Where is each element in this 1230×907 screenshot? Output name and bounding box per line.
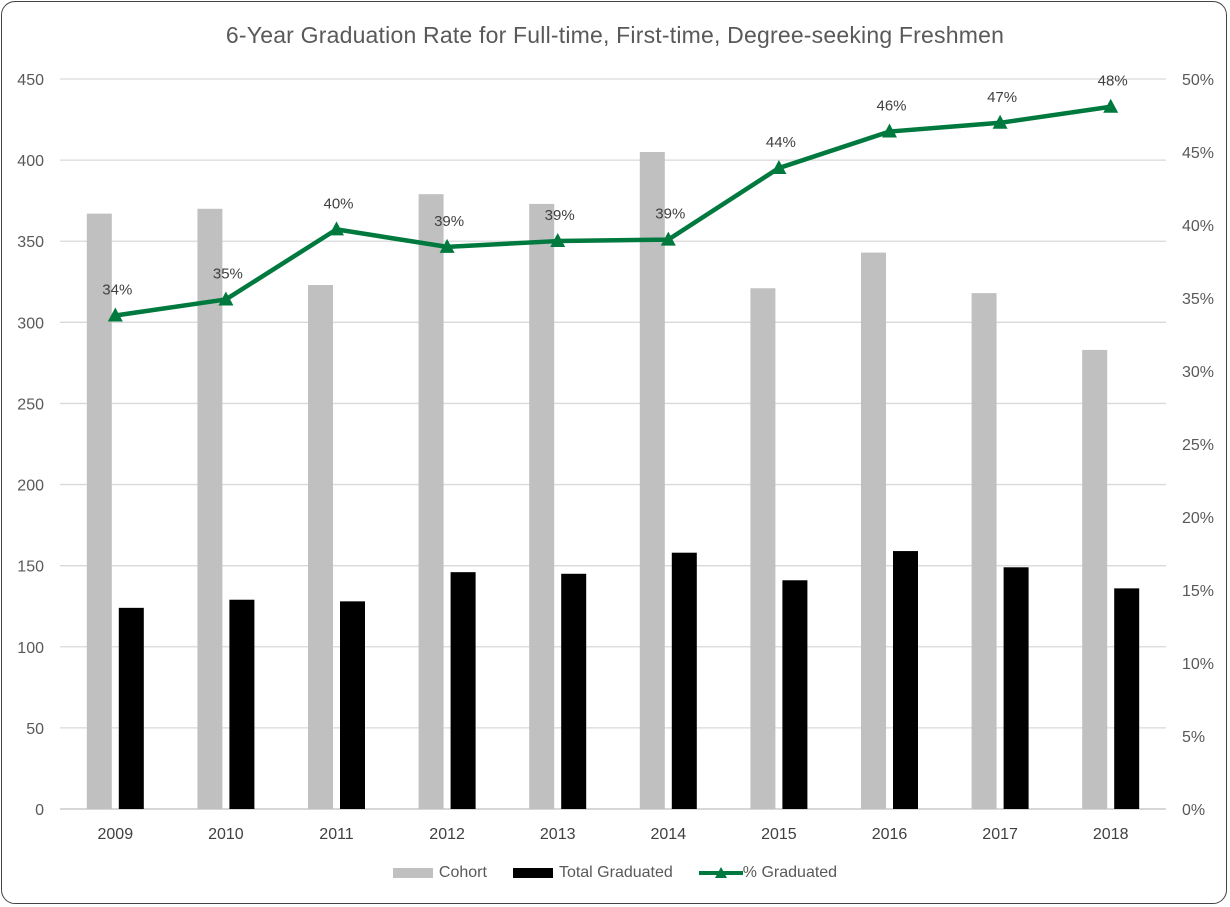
pct-graduated-marker [882,123,897,138]
left-tick-label: 100 [17,640,44,657]
pct-data-label: 39% [434,213,464,230]
left-tick-label: 50 [26,721,44,738]
legend: Cohort Total Graduated % Graduated [0,864,1230,882]
pct-graduated-marker [218,291,234,306]
chart-title: 6-Year Graduation Rate for Full-time, Fi… [225,22,1005,48]
right-tick-label: 10% [1182,656,1214,673]
bar-total-graduated [893,551,918,809]
bars [86,152,1140,810]
bar-cohort [529,203,555,809]
legend-item-pct-graduated: % Graduated [698,864,838,882]
bar-total-graduated [340,601,365,809]
legend-swatch-cohort [392,868,433,878]
bar-cohort [971,293,997,810]
right-tick-label: 50% [1182,72,1214,89]
left-tick-label: 350 [17,234,44,251]
legend-label-pct-graduated: % Graduated [742,864,838,881]
left-tick-label: 300 [17,315,44,332]
x-tick-label: 2016 [872,826,908,843]
pct-graduated-marker [107,307,123,322]
pct-data-label: 39% [655,206,685,223]
line-series [107,98,1119,322]
pct-graduated-marker [992,114,1008,129]
bar-cohort [750,288,776,809]
x-tick-label: 2014 [651,826,687,843]
right-tick-label: 20% [1182,510,1214,527]
left-tick-label: 400 [17,153,44,170]
legend-label-total-graduated: Total Graduated [558,864,673,881]
right-tick-label: 30% [1182,364,1214,381]
pct-graduated-marker [660,231,676,246]
x-tick-label: 2018 [1093,826,1129,843]
left-tick-label: 200 [17,478,44,495]
pct-data-label: 34% [102,282,132,299]
bar-total-graduated [229,599,255,809]
pct-graduated-marker [1103,98,1119,113]
left-axis-ticks: 0 50 100 150 200 250 300 350 400 450 [17,72,44,819]
bar-cohort [639,152,665,809]
x-tick-label: 2013 [540,826,576,843]
pct-graduated-line [114,104,1112,318]
bar-cohort [308,285,333,809]
bar-cohort [861,252,886,810]
left-tick-label: 250 [17,396,44,413]
pct-graduated-marker [439,238,455,253]
x-tick-label: 2015 [761,826,797,843]
legend-item-total-graduated: Total Graduated [512,864,673,882]
right-axis-ticks: 0% 5% 10% 15% 20% 25% 30% 35% 40% 45% 50% [1182,72,1214,819]
left-tick-label: 150 [17,559,44,576]
bar-total-graduated [1114,588,1140,809]
bar-total-graduated [561,573,587,809]
right-tick-label: 40% [1182,218,1214,235]
pct-data-label: 48% [1098,73,1128,90]
right-tick-label: 0% [1182,802,1205,819]
right-tick-label: 35% [1182,291,1214,308]
bar-total-graduated [1003,567,1029,809]
legend-label-cohort: Cohort [438,864,487,881]
x-tick-label: 2017 [982,826,1018,843]
pct-data-label: 40% [323,195,353,212]
right-tick-label: 15% [1182,583,1214,600]
left-tick-label: 450 [17,72,44,89]
left-tick-label: 0 [35,802,44,819]
bar-cohort [86,213,112,810]
gridlines [60,78,1166,810]
right-tick-label: 5% [1182,729,1205,746]
legend-item-cohort: Cohort [392,864,487,882]
data-labels: 34% 35% 40% 39% 39% 39% 44% 46% 47% 48% [102,73,1127,299]
pct-data-label: 35% [213,265,243,282]
pct-data-label: 46% [876,98,906,115]
pct-graduated-marker [771,160,787,175]
legend-swatch-total-graduated [512,868,553,878]
pct-data-label: 47% [987,89,1017,106]
bar-cohort [418,194,444,809]
legend-swatch-pct-graduated [698,867,743,878]
bar-total-graduated [782,580,808,809]
pct-graduated-marker [550,233,566,248]
bar-total-graduated [450,572,476,809]
bar-cohort [197,208,223,809]
pct-data-label: 39% [545,207,575,224]
right-tick-label: 45% [1182,145,1214,162]
pct-graduated-marker [329,221,344,236]
x-axis-ticks: 2009 2010 2011 2012 2013 2014 2015 2016 2017 2018 [98,826,1129,843]
x-tick-label: 2009 [98,826,134,843]
x-tick-label: 2011 [319,826,354,843]
bar-cohort [1082,349,1108,809]
pct-data-label: 44% [766,134,796,151]
x-tick-label: 2010 [208,826,244,843]
right-tick-label: 25% [1182,437,1214,454]
x-tick-label: 2012 [429,826,465,843]
bar-total-graduated [671,552,697,809]
bar-total-graduated [118,607,144,809]
